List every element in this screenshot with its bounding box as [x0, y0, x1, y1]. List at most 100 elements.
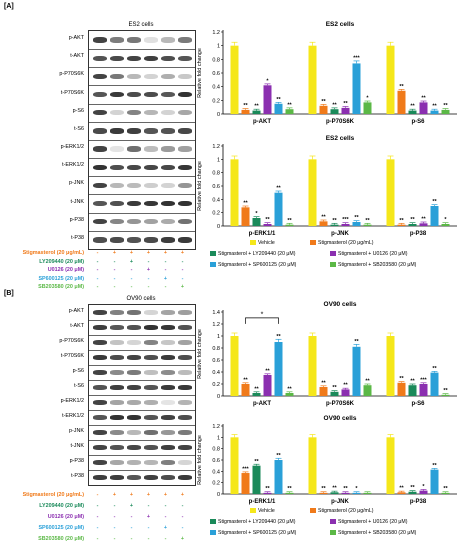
blot-band [93, 325, 107, 330]
bar [263, 224, 272, 226]
bar [308, 45, 317, 114]
blot-row [89, 335, 195, 351]
blot-band [144, 237, 158, 243]
bar [341, 389, 350, 396]
legend-swatch [210, 251, 216, 257]
treatment-sign: - [164, 536, 167, 542]
blot-band [178, 385, 192, 390]
bar [352, 346, 361, 396]
legend-entry: Stigmasterol (20 μg/mL) [310, 508, 373, 514]
bar [363, 102, 372, 114]
blot-band [93, 370, 107, 375]
y-tick-label: 0 [217, 112, 220, 118]
bar [397, 90, 406, 114]
treatment-sign: + [163, 250, 168, 256]
blot-row [89, 195, 195, 214]
blot-band [178, 146, 192, 152]
blot-band [93, 460, 107, 465]
blot-row [89, 305, 195, 321]
blot-band [161, 73, 175, 80]
panel-a-label: [A] [4, 3, 14, 10]
blot-row [89, 86, 195, 105]
blot-band [110, 340, 124, 345]
significance-label: ** [276, 453, 281, 459]
blot-band [161, 182, 175, 189]
blot-band [144, 55, 158, 61]
significance-label: ** [321, 215, 326, 221]
bar [397, 382, 406, 396]
blot-band [93, 385, 107, 390]
blot-band [161, 415, 175, 420]
blot-title-a: ES2 cells [128, 22, 154, 28]
bar [430, 206, 439, 226]
blot-row [89, 213, 195, 232]
blot-band [110, 385, 124, 390]
blot-row-label: p-S6 [72, 367, 84, 374]
significance-label: ** [432, 366, 437, 372]
blot-band [110, 128, 124, 134]
blot-band [110, 460, 124, 465]
treatment-sign: - [96, 492, 99, 498]
blot-band [93, 91, 107, 98]
bar [419, 490, 428, 494]
bar [386, 336, 395, 396]
bar [430, 110, 439, 114]
blot-row [89, 49, 195, 69]
legend-label: Stigmasterol + SB203580 (20 μM) [338, 262, 417, 268]
treatment-sign: - [113, 275, 116, 282]
y-tick-label: 0.6 [212, 458, 220, 464]
blot-band [110, 91, 124, 98]
blot-row-label: t-ERK1/2 [62, 162, 84, 169]
treatment-sign: - [164, 514, 167, 520]
blot-band [161, 128, 175, 134]
blot-band [110, 182, 124, 189]
legend-label: Stigmasterol + U0126 (20 μM) [338, 519, 408, 525]
treatment-label: LY209440 (20 μM) [39, 503, 84, 509]
blot-row [89, 425, 195, 441]
bar [397, 224, 406, 226]
treatment-sign: + [146, 492, 151, 498]
bar [441, 224, 450, 226]
bar [274, 103, 283, 114]
y-tick-label: 1.4 [212, 310, 220, 316]
blot-band [144, 310, 158, 315]
treatment-sign: + [129, 492, 134, 498]
blot-band [178, 400, 192, 405]
y-axis-label: Relative fold change [197, 435, 203, 485]
treatment-sign: - [147, 258, 150, 265]
legend-entry: Stigmasterol + SP600125 (20 μM) [210, 530, 296, 536]
treatment-sign: - [113, 503, 116, 509]
significance-label: ** [332, 486, 337, 492]
treatment-sign: - [96, 503, 99, 509]
blot-row [89, 410, 195, 426]
blot-band [127, 445, 141, 450]
blot-band [178, 219, 192, 225]
bar [408, 224, 417, 226]
blot-band [161, 460, 175, 465]
bar [363, 492, 372, 494]
blot-band [144, 415, 158, 420]
blot-band [110, 400, 124, 405]
blot-band [161, 400, 175, 405]
treatment-sign: - [130, 284, 133, 290]
significance-label: ** [343, 101, 348, 107]
blot-band [178, 415, 192, 420]
blot-row [89, 380, 195, 396]
bar [386, 45, 395, 114]
blot-band [127, 146, 141, 152]
legend-label: Stigmasterol + LY209440 (20 μM) [218, 519, 296, 525]
treatment-label: SP600125 (20 μM) [38, 275, 84, 282]
blot-band [178, 460, 192, 465]
bar [397, 492, 406, 494]
blot-band [178, 370, 192, 375]
x-tick-label: p-P38 [410, 499, 427, 505]
blot-band [127, 164, 141, 170]
significance-label: ** [254, 104, 259, 110]
blot-row [89, 455, 195, 471]
legend-entry: Stigmasterol + SB203580 (20 μM) [330, 530, 416, 536]
legend-entry: Stigmasterol + U0126 (20 μM) [330, 519, 407, 525]
blot-row-label: p-ERK1/2 [60, 144, 84, 151]
bar [341, 107, 350, 114]
blot-band [127, 310, 141, 315]
y-tick-label: 0.4 [212, 85, 220, 91]
